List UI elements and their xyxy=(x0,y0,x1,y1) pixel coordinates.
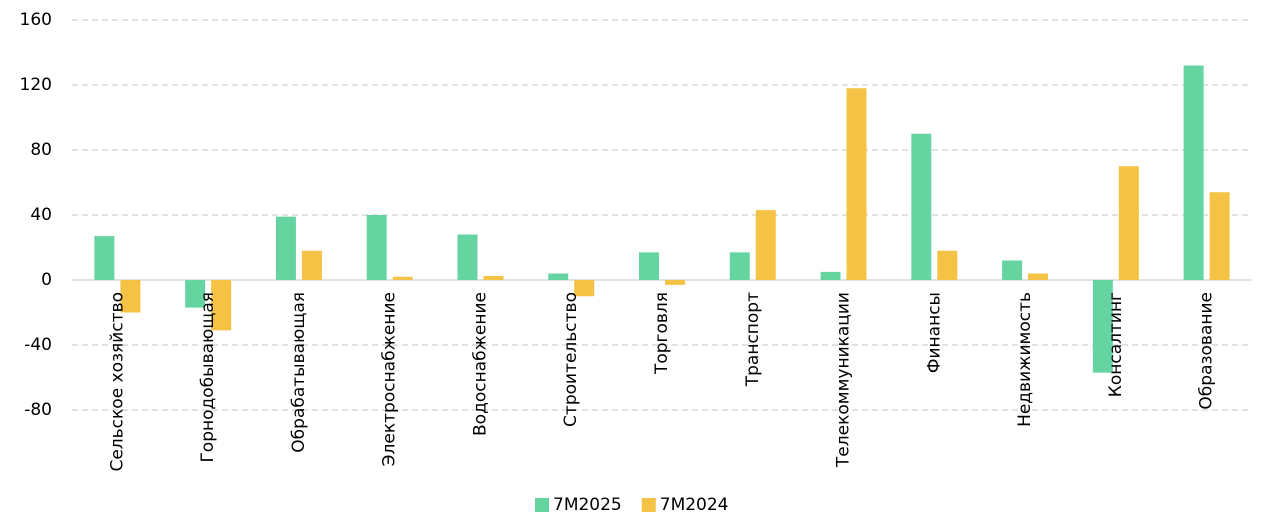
x-tick-label: Обрабатывающая xyxy=(289,292,309,453)
bar xyxy=(483,275,504,280)
bar xyxy=(665,280,685,285)
x-tick-label: Телекоммуникации xyxy=(834,292,854,468)
bar xyxy=(275,216,296,280)
bar xyxy=(94,236,115,280)
bar xyxy=(755,210,776,280)
bar xyxy=(1209,192,1230,280)
bar xyxy=(1183,65,1204,280)
y-tick-label: 160 xyxy=(20,10,52,30)
bar xyxy=(366,215,387,280)
bar xyxy=(185,280,206,308)
bar xyxy=(1092,280,1113,373)
bar xyxy=(1118,166,1139,280)
legend-label: 7M2024 xyxy=(660,495,729,515)
bar xyxy=(937,250,958,280)
bar xyxy=(1028,273,1049,280)
x-tick-label: Водоснабжение xyxy=(470,292,490,436)
y-tick-label: 80 xyxy=(30,140,52,160)
y-tick-label: 40 xyxy=(30,205,52,225)
bar xyxy=(574,280,595,297)
x-tick-label: Консалтинг xyxy=(1106,292,1126,397)
bar xyxy=(911,133,932,280)
bar xyxy=(392,276,413,280)
bar xyxy=(120,280,141,313)
bar xyxy=(1002,260,1023,280)
bar xyxy=(729,252,750,280)
x-tick-label: Сельское хозяйство xyxy=(107,292,127,472)
x-tick-label: Торговля xyxy=(652,292,672,375)
legend-swatch xyxy=(641,498,656,512)
bar xyxy=(639,252,659,280)
x-tick-label: Недвижимость xyxy=(1015,292,1035,427)
x-tick-label: Образование xyxy=(1197,292,1217,410)
legend-label: 7M2025 xyxy=(553,495,622,515)
bar xyxy=(820,271,841,280)
legend-swatch xyxy=(535,498,549,512)
y-tick-label: 0 xyxy=(41,270,52,290)
bar xyxy=(548,273,569,280)
bar xyxy=(301,250,322,280)
x-tick-label: Финансы xyxy=(924,292,944,373)
y-tick-label: -40 xyxy=(24,335,52,355)
bar xyxy=(211,280,232,331)
x-tick-label: Транспорт xyxy=(743,292,763,387)
x-tick-label: Строительство xyxy=(561,292,581,427)
x-tick-label: Электроснабжение xyxy=(380,292,400,466)
bar xyxy=(846,88,867,280)
bar xyxy=(457,234,478,280)
y-tick-label: 120 xyxy=(20,75,52,95)
x-tick-label: Горнодобывающая xyxy=(198,292,218,463)
y-tick-label: -80 xyxy=(24,400,52,420)
